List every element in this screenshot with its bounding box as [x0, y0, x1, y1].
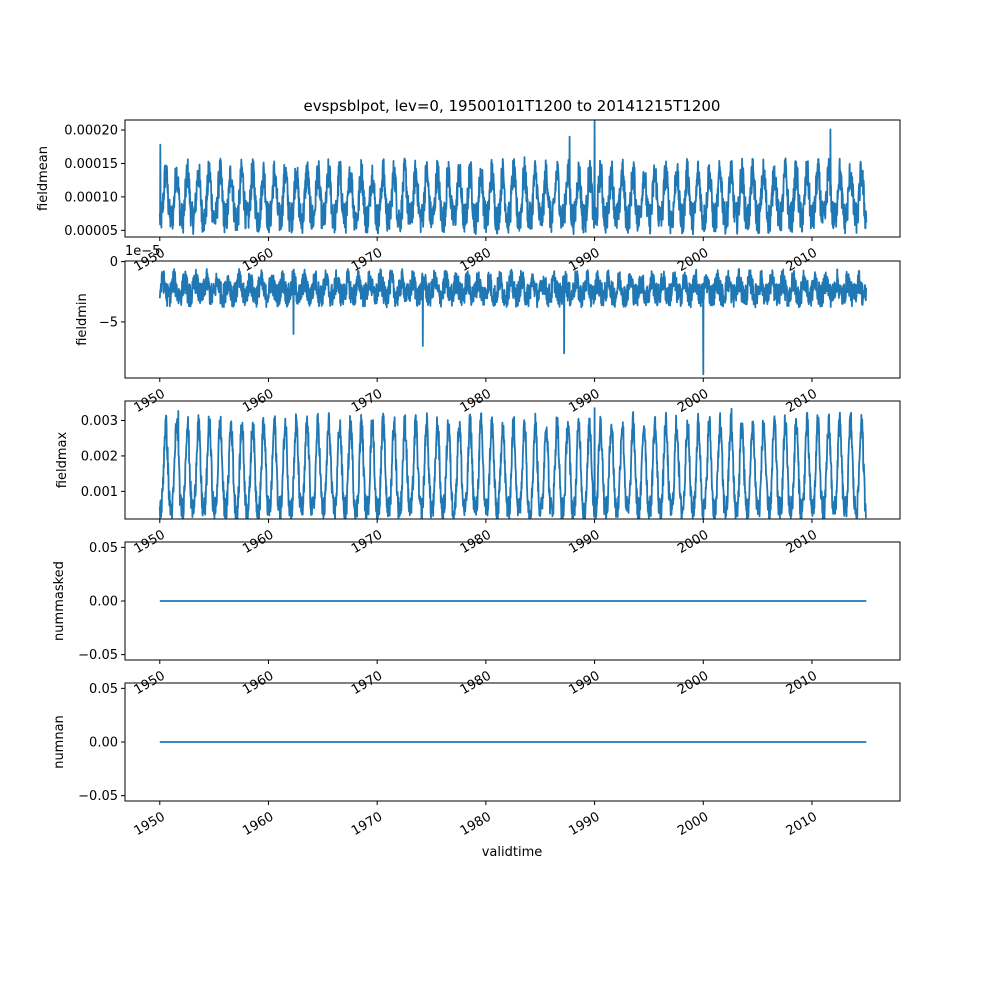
axes-frame-fieldmin — [124, 260, 901, 379]
series-line-fieldmin — [158, 268, 868, 376]
x-tick-label: 2000 — [675, 809, 711, 839]
x-tick-label: 2000 — [675, 245, 711, 275]
y-tick-label: 0.00015 — [64, 157, 118, 172]
x-tick-label: 1960 — [240, 809, 276, 839]
y-tick-label: 0.00020 — [64, 124, 118, 139]
y-tick-label: 0.00010 — [64, 190, 118, 205]
subplot-stack: 0.00005 0.00010 0.00015 0.00020 1950 1960 1970… — [36, 119, 901, 839]
y-tick-label: 0 — [110, 255, 118, 270]
y-tick-label: 0.00005 — [64, 224, 118, 239]
y-axis-label: fieldmax — [55, 432, 70, 489]
x-axis-label: validtime — [482, 845, 543, 860]
x-tick-label: 1980 — [458, 245, 494, 275]
y-axis-label: nummasked — [52, 561, 67, 641]
series-line-fieldmax — [158, 407, 868, 519]
y-tick-label: 0.001 — [81, 485, 118, 500]
y-tick-label: 0.05 — [89, 541, 118, 556]
axes-frame-fieldmax — [124, 400, 901, 520]
y-tick-label: 0.003 — [81, 414, 118, 429]
y-tick-label: −5 — [99, 315, 118, 330]
y-tick-label: 0.00 — [89, 595, 118, 610]
y-tick-label: 0.05 — [89, 682, 118, 697]
series-line-fieldmean — [158, 120, 868, 236]
x-tick-label: 1970 — [349, 809, 385, 839]
axes-frame-fieldmean — [124, 119, 901, 238]
x-tick-label: 1990 — [566, 809, 602, 839]
chart-title: evspsblpot, lev=0, 19500101T1200 to 2014… — [304, 97, 721, 115]
y-axis-label: fieldmin — [75, 293, 90, 346]
y-axis-label: fieldmean — [36, 146, 51, 211]
x-tick-label: 2010 — [784, 809, 820, 839]
y-tick-label: 0.002 — [81, 449, 118, 464]
y-tick-label: −0.05 — [78, 789, 118, 804]
y-offset-label: 1e−5 — [125, 244, 160, 259]
x-tick-label: 1950 — [132, 809, 168, 839]
y-axis-label: numnan — [52, 715, 67, 769]
x-tick-label: 1960 — [240, 245, 276, 275]
y-tick-label: 0.00 — [89, 736, 118, 751]
x-tick-label: 1980 — [458, 809, 494, 839]
subplot-numnan: −0.05 0.00 0.05 1950 1960 1970 1980 1990 2000 201… — [52, 682, 901, 839]
x-tick-label: 2010 — [784, 245, 820, 275]
y-tick-label: −0.05 — [78, 648, 118, 663]
